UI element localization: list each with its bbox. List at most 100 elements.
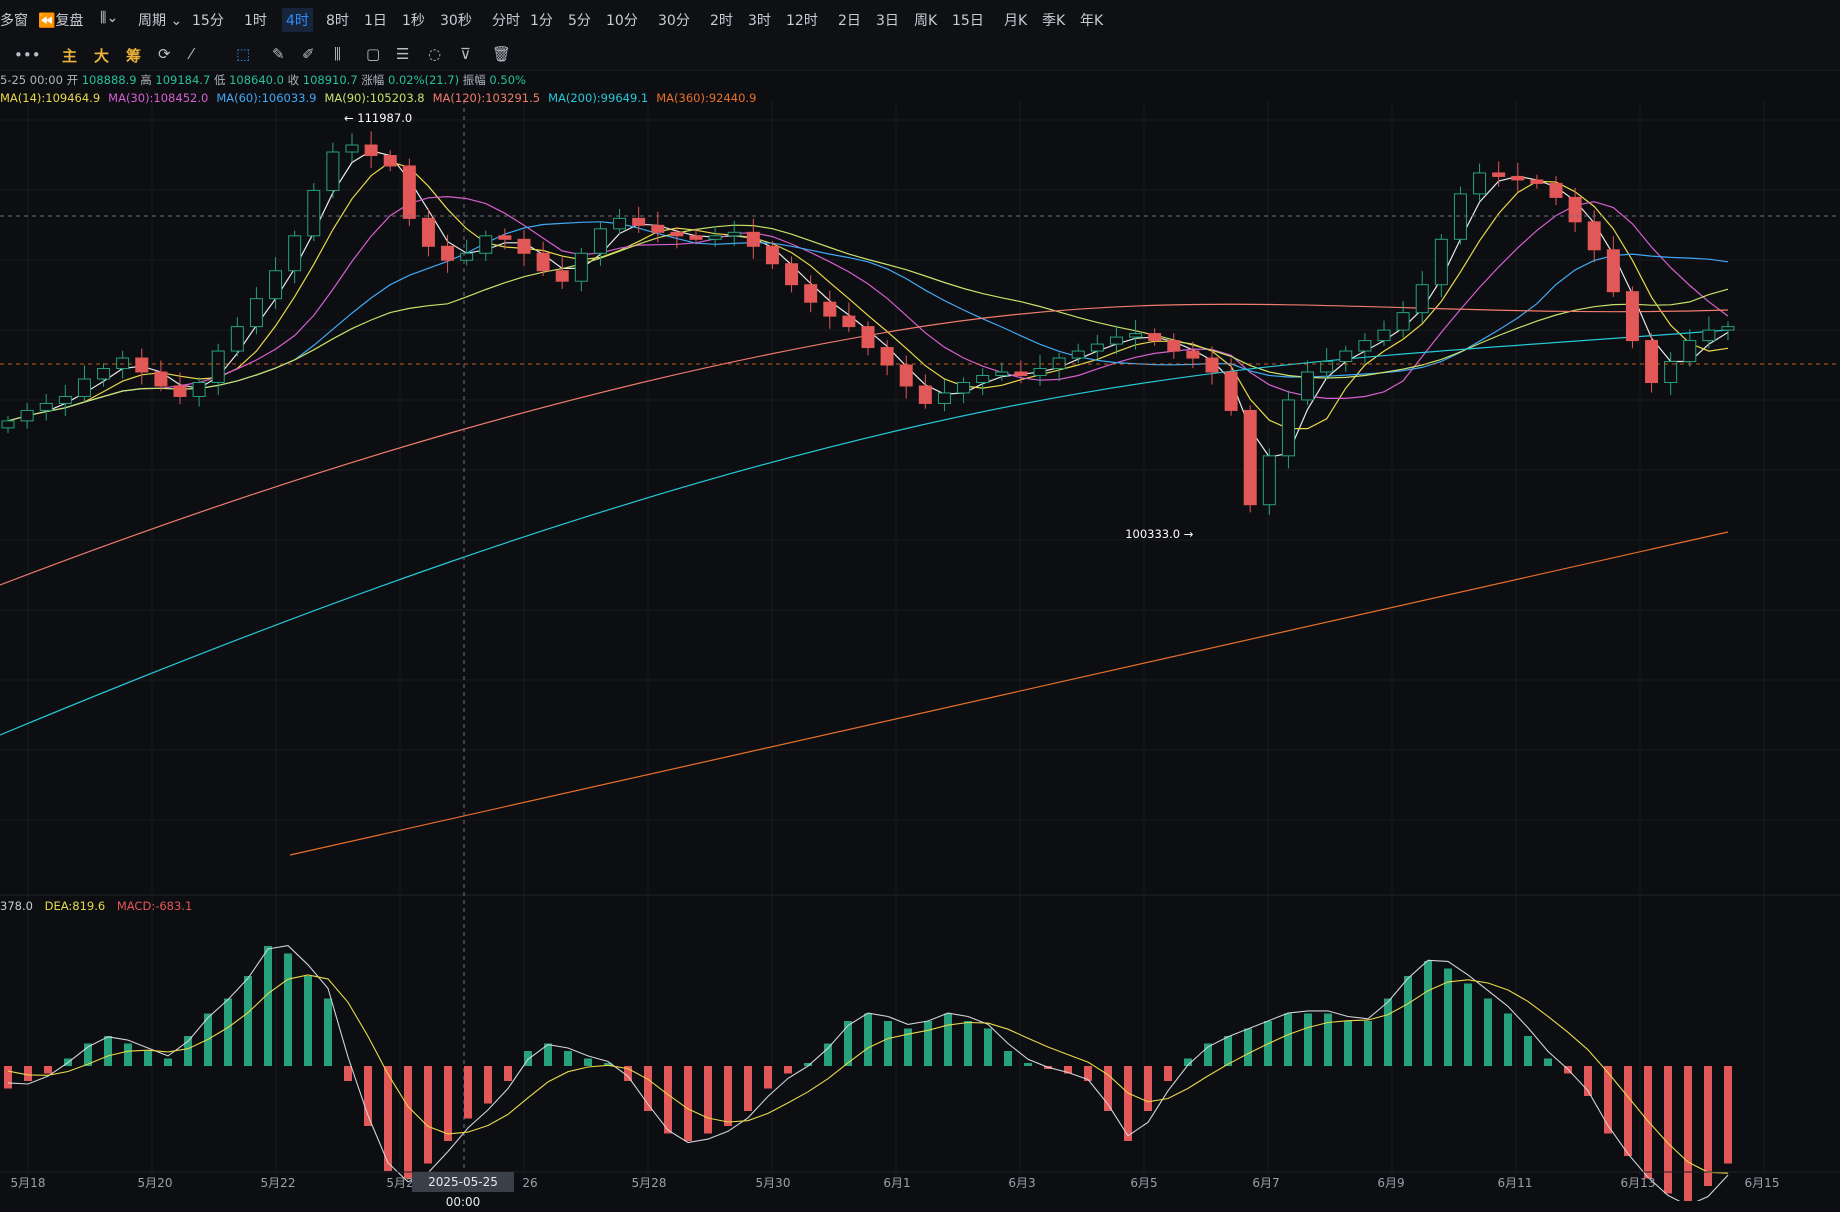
macd-bar — [124, 1043, 132, 1066]
interval-5-button[interactable]: 1秒 — [402, 13, 425, 29]
filter-icon[interactable]: ⊽ — [460, 45, 471, 63]
x-tick-label-9: 6月5 — [1130, 1176, 1157, 1190]
macd-bar — [684, 1066, 692, 1141]
candle-body — [1339, 350, 1353, 363]
interval-12-button[interactable]: 2时 — [710, 13, 733, 29]
main-indicator-button[interactable]: 主 — [62, 47, 78, 65]
macd-bar — [1204, 1043, 1212, 1066]
interval-9-button[interactable]: 5分 — [568, 13, 591, 29]
rewind-icon: ⏪ — [38, 13, 56, 29]
candle-body — [995, 371, 1009, 377]
info-close: 108910.7 — [302, 73, 358, 87]
info-time: 5-25 00:00 — [0, 73, 63, 87]
candle-body — [632, 217, 646, 226]
candle-body — [1301, 371, 1315, 401]
macd-bar — [464, 1066, 472, 1119]
macd-bar — [184, 1036, 192, 1066]
interval-16-button[interactable]: 3日 — [876, 13, 899, 29]
candle-body — [746, 231, 760, 247]
ma-line-4 — [7, 224, 1729, 422]
big-indicator-button[interactable]: 大 — [94, 47, 110, 65]
interval-18-button[interactable]: 15日 — [952, 13, 984, 29]
period-dropdown[interactable]: 周期 ⌄ — [138, 13, 183, 29]
candle-body — [460, 252, 474, 261]
interval-14-button[interactable]: 12时 — [786, 13, 818, 29]
interval-6-button[interactable]: 30秒 — [440, 13, 472, 29]
macd-bar — [1444, 968, 1452, 1066]
candle-body — [785, 263, 799, 286]
interval-15-button[interactable]: 2日 — [838, 13, 861, 29]
candle-body — [307, 189, 321, 237]
candle-body — [727, 231, 741, 237]
macd-bar — [284, 953, 292, 1066]
macd-bar — [564, 1051, 572, 1066]
interval-0-button[interactable]: 15分 — [192, 13, 224, 29]
interval-1-button[interactable]: 1时 — [244, 13, 267, 29]
interval-17-button[interactable]: 周K — [914, 13, 938, 29]
candle-body — [1186, 350, 1200, 359]
candle-body — [1167, 340, 1181, 352]
interval-10-button[interactable]: 10分 — [606, 13, 638, 29]
macd-bar — [484, 1066, 492, 1104]
brush-icon[interactable]: ✐ — [302, 45, 315, 63]
interval-2-button[interactable]: 4时 — [282, 8, 313, 32]
candle-tool-icon[interactable]: ⫼ — [334, 45, 341, 63]
interval-4-button[interactable]: 1日 — [364, 13, 387, 29]
pencil-icon[interactable]: ✎ — [272, 45, 285, 63]
draw-line-icon[interactable]: ⁄ — [190, 45, 193, 63]
candle-body — [249, 298, 263, 328]
clipboard-icon[interactable]: ▢ — [366, 45, 381, 63]
x-tick-label-5: 5月28 — [632, 1176, 667, 1190]
x-tick-label-13: 6月13 — [1621, 1176, 1656, 1190]
trash-icon[interactable]: 🗑 — [492, 45, 512, 63]
macd-bar — [344, 1066, 352, 1081]
more-icon[interactable]: ••• — [14, 46, 41, 64]
macd-bar — [984, 1028, 992, 1066]
macd-bar — [144, 1051, 152, 1066]
candle-body — [957, 381, 971, 394]
candle-body — [1320, 361, 1334, 373]
candle-body — [1683, 340, 1697, 363]
candle-body — [192, 381, 206, 397]
candle-body — [1014, 371, 1028, 377]
ma-legend-item-0: MA(14):109464.9 — [0, 91, 101, 105]
macd-bar — [164, 1058, 172, 1066]
interval-19-button[interactable]: 月K — [1004, 13, 1028, 29]
interval-8-button[interactable]: 1分 — [530, 13, 553, 29]
multi-window-button[interactable]: 多窗 — [0, 13, 28, 29]
macd-bar — [1124, 1066, 1132, 1141]
macd-bar — [1284, 1013, 1292, 1066]
candle-body — [20, 409, 34, 422]
note-icon[interactable]: ☰ — [396, 45, 410, 63]
candle-body — [269, 270, 283, 300]
interval-20-button[interactable]: 季K — [1042, 13, 1066, 29]
candle-body — [1664, 361, 1678, 383]
cursor-icon[interactable]: ⬚ — [236, 45, 251, 63]
interval-3-button[interactable]: 8时 — [326, 13, 349, 29]
indicator-settings-icon[interactable]: ⟳ — [158, 45, 171, 63]
magnet-icon[interactable]: ◌ — [428, 45, 442, 63]
chips-button[interactable]: 筹 — [126, 47, 142, 65]
chart-type-icon[interactable]: ⫼⌄ — [100, 10, 119, 26]
x-tick-label-6: 5月30 — [756, 1176, 791, 1190]
candle-body — [1492, 172, 1506, 177]
crosshair-time-label: 2025-05-25 00:00 — [412, 1172, 514, 1209]
replay-button[interactable]: ⏪复盘 — [38, 13, 84, 29]
interval-7-button[interactable]: 分时 — [492, 13, 520, 29]
macd-bar — [504, 1066, 512, 1081]
ma-line-0 — [7, 150, 1729, 458]
macd-bar — [1164, 1066, 1172, 1081]
candle-body — [288, 235, 302, 272]
candle-body — [593, 228, 607, 254]
candle-body — [1702, 329, 1716, 342]
candle-body — [402, 165, 416, 219]
interval-21-button[interactable]: 年K — [1080, 13, 1104, 29]
candle-body — [1396, 312, 1410, 331]
candle-body — [804, 284, 818, 303]
candle-body — [154, 371, 168, 387]
candle-body — [861, 326, 875, 349]
interval-11-button[interactable]: 30分 — [658, 13, 690, 29]
candle-body — [211, 350, 225, 383]
interval-13-button[interactable]: 3时 — [748, 13, 771, 29]
